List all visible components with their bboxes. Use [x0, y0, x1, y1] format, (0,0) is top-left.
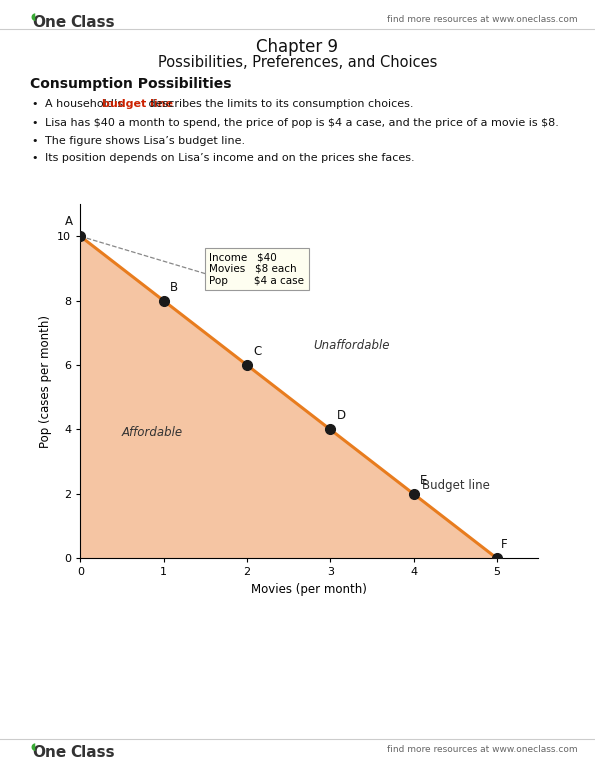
Text: Class: Class [70, 745, 115, 759]
Text: Possibilities, Preferences, and Choices: Possibilities, Preferences, and Choices [158, 55, 437, 70]
Text: Budget line: Budget line [422, 479, 490, 492]
Text: find more resources at www.oneclass.com: find more resources at www.oneclass.com [387, 15, 577, 25]
Text: Consumption Possibilities: Consumption Possibilities [30, 77, 231, 91]
Text: Its position depends on Lisa’s income and on the prices she faces.: Its position depends on Lisa’s income an… [45, 153, 414, 163]
Text: B: B [170, 280, 178, 293]
Text: Class: Class [70, 15, 115, 30]
Text: E: E [420, 474, 428, 487]
Text: One: One [33, 745, 67, 759]
Text: •: • [31, 118, 37, 128]
Text: Affordable: Affordable [122, 426, 183, 439]
Text: budget line: budget line [102, 99, 173, 109]
X-axis label: Movies (per month): Movies (per month) [252, 583, 367, 596]
Text: •: • [31, 136, 37, 146]
Text: Unaffordable: Unaffordable [314, 339, 390, 352]
Text: D: D [337, 410, 346, 423]
Text: One: One [33, 15, 67, 30]
Text: C: C [253, 345, 262, 358]
Text: Chapter 9: Chapter 9 [256, 38, 339, 56]
Text: The figure shows Lisa’s budget line.: The figure shows Lisa’s budget line. [45, 136, 245, 146]
Text: A: A [65, 215, 73, 228]
Text: F: F [501, 538, 508, 551]
Text: describes the limits to its consumption choices.: describes the limits to its consumption … [145, 99, 414, 109]
Y-axis label: Pop (cases per month): Pop (cases per month) [39, 315, 52, 447]
Text: A household’s: A household’s [45, 99, 126, 109]
Text: ◖: ◖ [30, 12, 36, 22]
Text: find more resources at www.oneclass.com: find more resources at www.oneclass.com [387, 745, 577, 754]
Text: Income   $40
Movies   $8 each
Pop        $4 a case: Income $40 Movies $8 each Pop $4 a case [209, 253, 305, 286]
Text: •: • [31, 99, 37, 109]
Text: •: • [31, 153, 37, 163]
Text: Lisa has $40 a month to spend, the price of pop is $4 a case, and the price of a: Lisa has $40 a month to spend, the price… [45, 118, 559, 128]
Polygon shape [80, 236, 497, 558]
Text: ◖: ◖ [30, 742, 36, 752]
